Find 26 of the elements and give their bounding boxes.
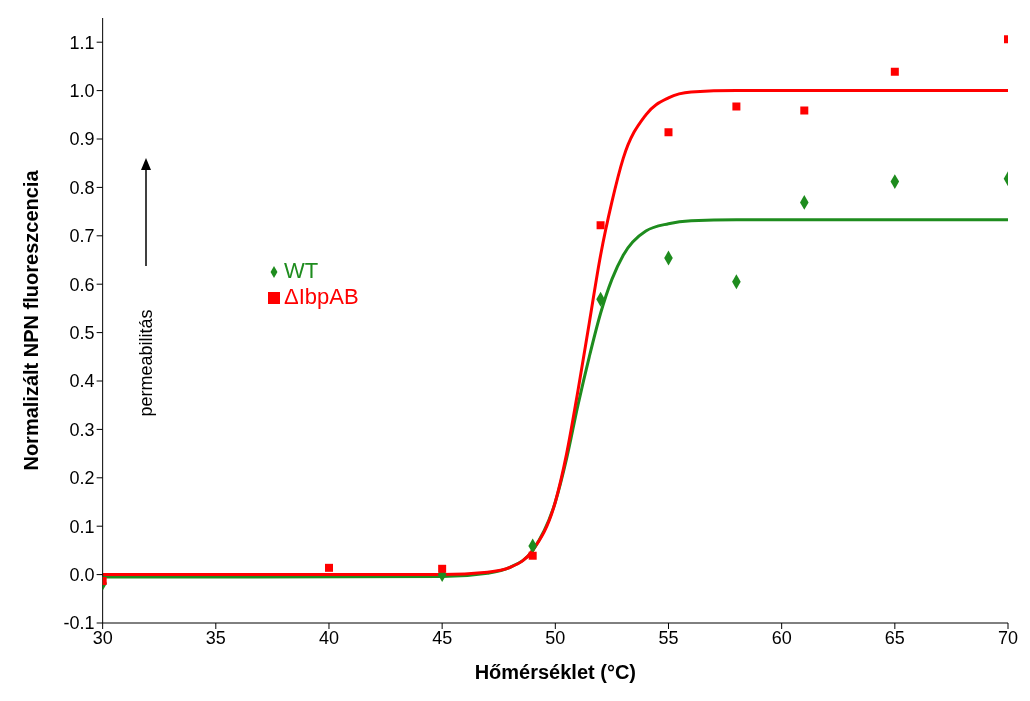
x-tick-label: 60	[771, 627, 792, 648]
x-tick-label: 40	[318, 627, 339, 648]
x-axis-title: Hőmérséklet (°C)	[474, 661, 637, 683]
x-tick-label: 55	[658, 627, 679, 648]
y-tick-label: 0.2	[69, 468, 95, 489]
annotation: permeabilitás	[135, 309, 157, 417]
x-tick-label: 45	[432, 627, 453, 648]
y-tick-label: -0.1	[63, 613, 95, 634]
x-tick-label: 50	[545, 627, 566, 648]
y-tick-label: 1.0	[69, 80, 95, 101]
x-tick-label: 35	[205, 627, 226, 648]
y-tick-label: 0.4	[69, 371, 95, 392]
y-tick-label: 0.0	[69, 564, 95, 585]
x-tick-label: 70	[997, 627, 1019, 648]
y-axis-title: Normalizált NPN fluoreszcencia	[20, 169, 42, 471]
y-tick-label: 0.5	[69, 322, 95, 343]
y-tick-label: 0.7	[69, 226, 95, 247]
y-tick-label: 1.1	[69, 32, 95, 53]
legend-label: ΔIbpAB	[284, 284, 359, 309]
y-tick-label: 0.1	[69, 516, 95, 537]
x-tick-label: 65	[884, 627, 905, 648]
legend-label: WT	[284, 258, 319, 283]
y-tick-label: 0.9	[69, 129, 95, 150]
y-tick-label: 0.8	[69, 177, 95, 198]
y-tick-label: 0.6	[69, 274, 95, 295]
y-tick-label: 0.3	[69, 419, 95, 440]
